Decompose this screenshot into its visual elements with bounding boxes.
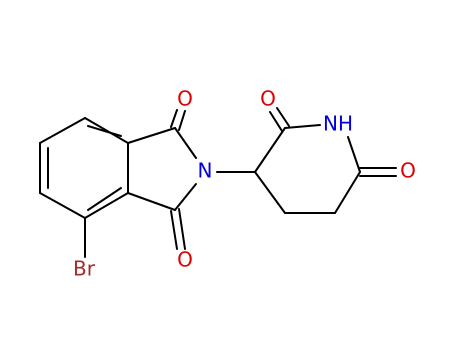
atom-label: O <box>400 159 416 183</box>
atom-label: NH <box>323 112 353 136</box>
atom-label: N <box>198 159 213 183</box>
atom-label: O <box>177 87 193 111</box>
atom-label: O <box>177 248 193 272</box>
atom-label: O <box>260 87 276 111</box>
atom-label: Br <box>73 257 96 281</box>
bonds <box>39 107 397 258</box>
